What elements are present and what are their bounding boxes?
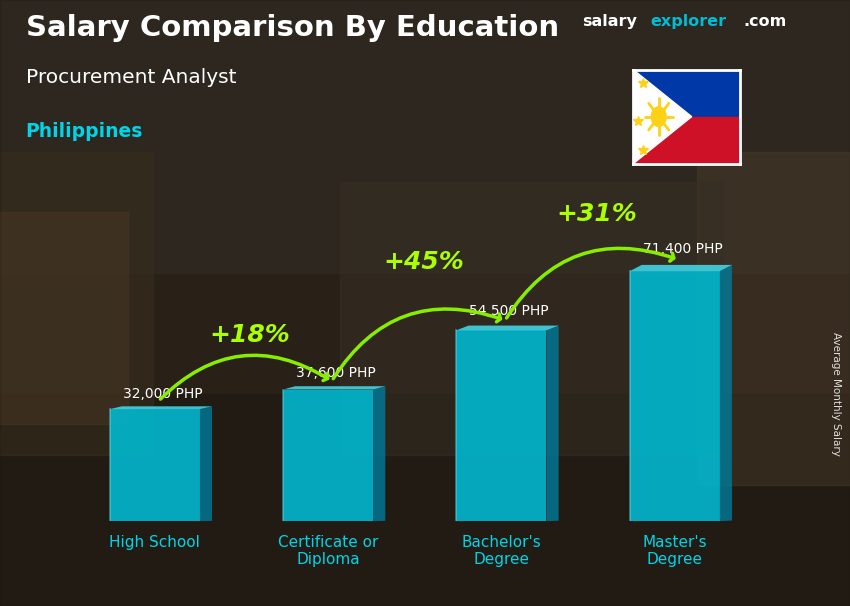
- Text: .com: .com: [744, 13, 787, 28]
- Polygon shape: [110, 406, 212, 409]
- Bar: [697, 152, 850, 485]
- Circle shape: [651, 107, 666, 127]
- Polygon shape: [456, 325, 558, 330]
- Text: Salary Comparison By Education: Salary Comparison By Education: [26, 13, 558, 42]
- Text: 71,400 PHP: 71,400 PHP: [643, 242, 722, 256]
- Polygon shape: [373, 386, 385, 521]
- Bar: [633, 70, 740, 116]
- Text: +31%: +31%: [557, 202, 638, 225]
- Bar: [633, 116, 740, 164]
- Bar: [0, 394, 850, 606]
- Polygon shape: [200, 406, 212, 521]
- Text: salary: salary: [582, 13, 638, 28]
- Polygon shape: [283, 386, 385, 390]
- Text: +18%: +18%: [210, 324, 291, 347]
- Bar: [0, 0, 850, 273]
- Text: explorer: explorer: [650, 13, 727, 28]
- Text: 32,000 PHP: 32,000 PHP: [122, 387, 202, 401]
- Text: Procurement Analyst: Procurement Analyst: [26, 68, 236, 87]
- Text: 37,600 PHP: 37,600 PHP: [296, 366, 376, 380]
- Bar: [630, 271, 720, 521]
- Polygon shape: [547, 325, 558, 521]
- Text: Average Monthly Salary: Average Monthly Salary: [831, 332, 842, 456]
- Bar: [0, 152, 153, 454]
- Polygon shape: [630, 265, 732, 271]
- Text: +45%: +45%: [383, 250, 464, 275]
- Polygon shape: [720, 265, 732, 521]
- Text: 54,500 PHP: 54,500 PHP: [469, 304, 549, 318]
- Bar: [0, 212, 128, 424]
- Bar: [340, 182, 722, 454]
- Bar: [283, 390, 373, 521]
- Polygon shape: [633, 70, 692, 164]
- Bar: [110, 409, 200, 521]
- Bar: [456, 330, 547, 521]
- Text: Philippines: Philippines: [26, 122, 143, 141]
